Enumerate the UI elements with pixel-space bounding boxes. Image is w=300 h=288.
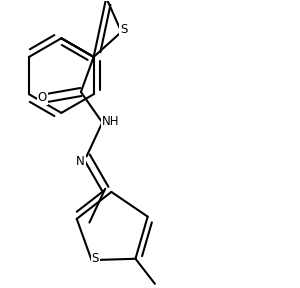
Text: S: S (92, 252, 99, 265)
Text: S: S (120, 23, 128, 36)
Text: N: N (76, 155, 85, 168)
Text: NH: NH (102, 115, 120, 128)
Text: O: O (38, 91, 47, 104)
